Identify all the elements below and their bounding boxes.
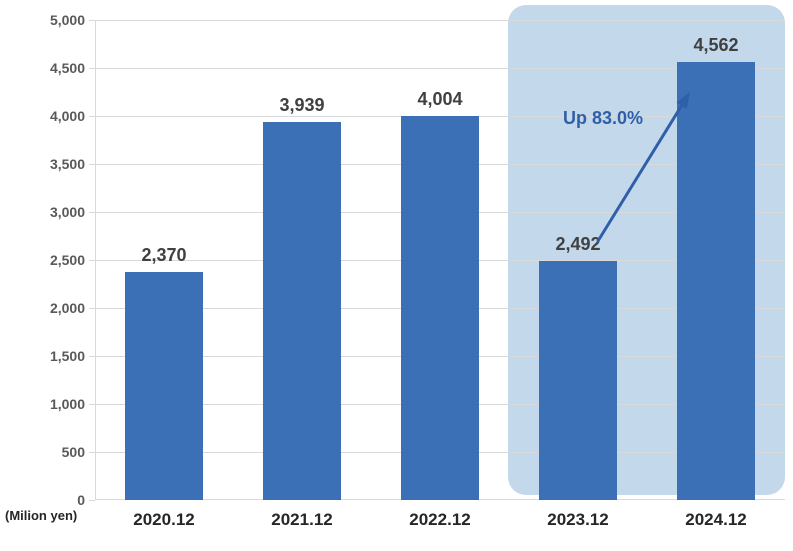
growth-arrow: [0, 0, 793, 551]
bar-chart: 05001,0001,5002,0002,5003,0003,5004,0004…: [0, 0, 793, 551]
